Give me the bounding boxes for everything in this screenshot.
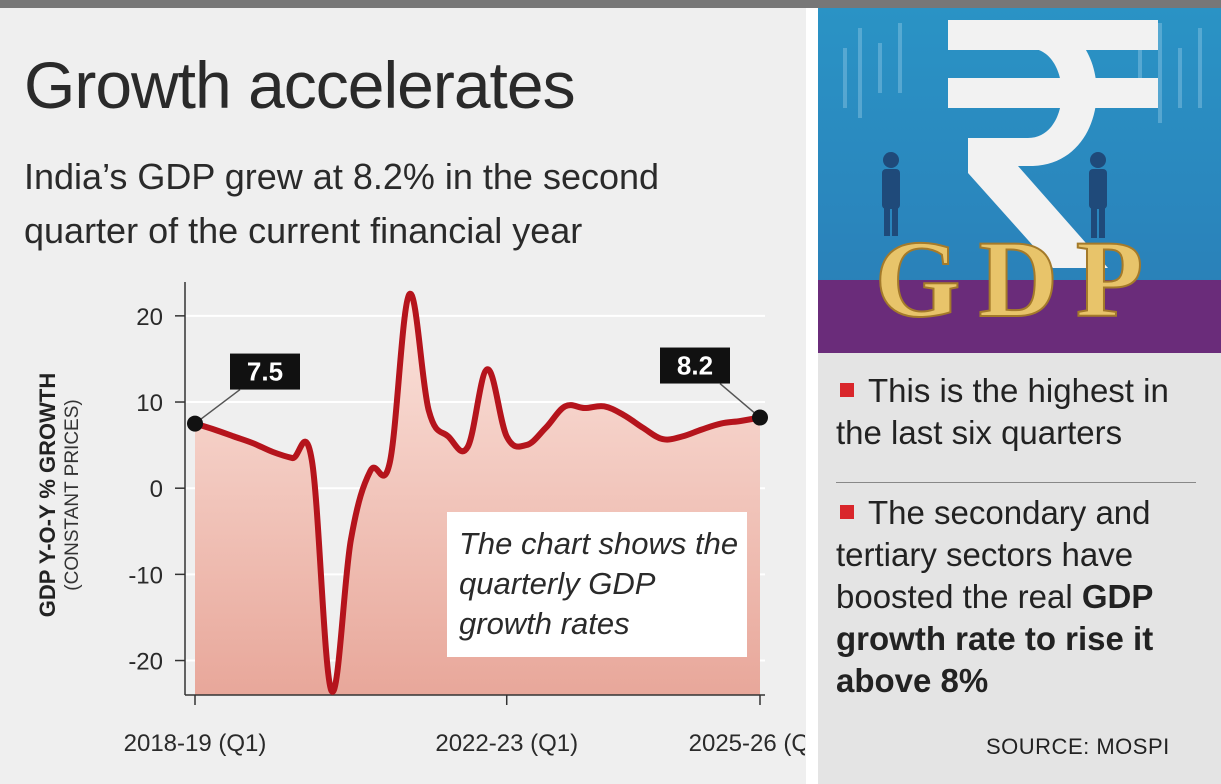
annotation-leader xyxy=(194,388,241,425)
candle-8 xyxy=(1198,28,1202,108)
y-axis-subtitle: (CONSTANT PRICES) xyxy=(62,399,83,591)
source-credit: SOURCE: MOSPI xyxy=(986,734,1170,759)
key-point-1: This is the highest in the last six quar… xyxy=(836,370,1206,454)
gdp-letters: GDP xyxy=(875,218,1161,340)
annotation-box xyxy=(660,347,730,384)
annotation-leader xyxy=(719,382,761,419)
annotation-label: 8.2 xyxy=(677,351,713,381)
rupee-symbol-icon xyxy=(948,20,1158,268)
key-points-divider xyxy=(836,482,1196,483)
candle-5 xyxy=(1138,38,1142,108)
y-axis-title: GDP Y-O-Y % GROWTH xyxy=(35,372,60,618)
floor-band xyxy=(818,280,1221,353)
candle-1 xyxy=(843,48,847,108)
y-tick-label: 10 xyxy=(136,390,163,417)
x-tick-label: 2025-26 (Q2) xyxy=(689,730,805,757)
key-point-1-text: This is the highest in the last six quar… xyxy=(836,372,1169,451)
page-subtitle: India’s GDP grew at 8.2% in the second q… xyxy=(24,156,660,251)
candle-4 xyxy=(898,23,902,93)
x-tick-label: 2018-19 (Q1) xyxy=(124,730,267,757)
y-tick-label: -10 xyxy=(128,562,163,589)
y-tick-label: 0 xyxy=(150,476,163,503)
y-axis-label: GDP Y-O-Y % GROWTH (CONSTANT PRICES) xyxy=(35,373,85,617)
chart-note: The chart shows the quarterly GDP growth… xyxy=(459,526,739,641)
chart-note-box: The chart shows the quarterly GDP growth… xyxy=(447,512,747,657)
candle-6 xyxy=(1158,23,1162,123)
x-tick-label: 2022-23 (Q1) xyxy=(435,730,578,757)
annotation-dot xyxy=(752,409,768,426)
candle-7 xyxy=(1178,48,1182,108)
candlestick-background xyxy=(843,23,1202,123)
key-point-2-text: The secondary and tertiary sectors have … xyxy=(836,494,1151,615)
person-left-icon xyxy=(882,152,900,236)
person-right-icon xyxy=(1089,152,1107,238)
page-title: Growth accelerates xyxy=(24,48,576,122)
y-tick-label: 20 xyxy=(136,304,163,331)
annotation-dot xyxy=(187,415,203,432)
gdp-growth-line xyxy=(192,291,763,695)
bullet-square-icon xyxy=(840,383,854,397)
candle-3 xyxy=(878,43,882,93)
axes: 20 10 0 -10 -20 2018-19 (Q1) 2022-23 (Q1) 2025-… xyxy=(124,282,805,757)
annotation-box xyxy=(230,353,300,390)
gdp-illustration: GDP xyxy=(818,8,1221,353)
annotation-label: 7.5 xyxy=(247,357,283,387)
key-point-2-bold: GDP growth rate to rise it above 8% xyxy=(836,578,1154,699)
candle-2 xyxy=(858,28,862,118)
key-point-2: The secondary and tertiary sectors have … xyxy=(836,492,1206,702)
bullet-square-icon xyxy=(840,505,854,519)
y-axis-label-block: GDP Y-O-Y % GROWTH (CONSTANT PRICES) xyxy=(30,320,90,670)
y-tick-label: -20 xyxy=(128,649,163,676)
series-layer xyxy=(192,291,763,695)
top-rule xyxy=(0,0,1221,8)
annotation-layer: 7.5 8.2 xyxy=(187,347,768,432)
